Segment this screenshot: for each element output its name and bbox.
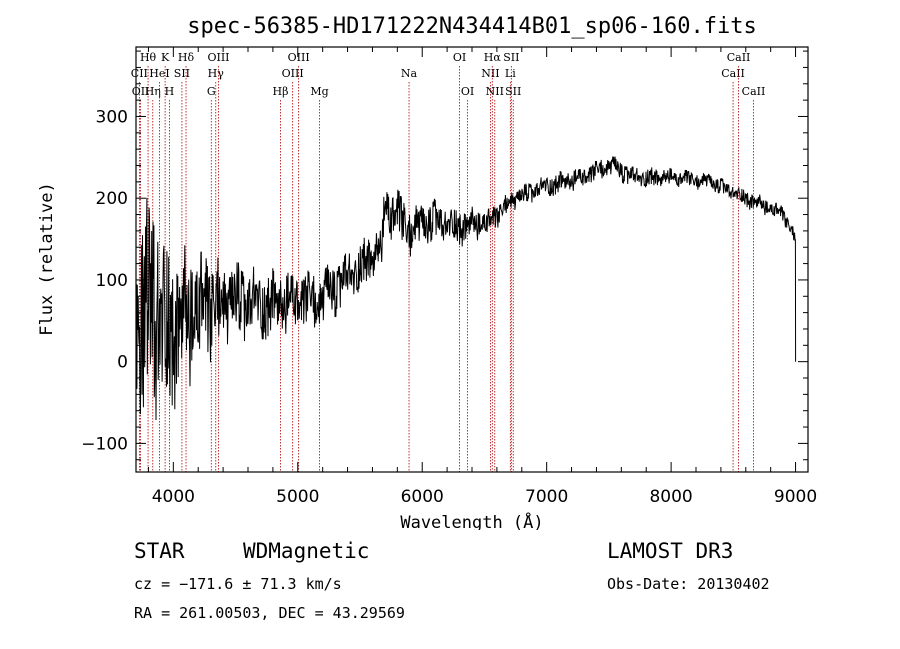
x-tick-label: 8000 (649, 487, 692, 507)
spectral-line-label: Hη (145, 85, 161, 98)
spectral-line-label: CaII (721, 67, 745, 80)
spectral-line-label: K (161, 51, 170, 64)
spectral-line-label: Hδ (178, 51, 195, 64)
y-tick-label: 100 (96, 271, 128, 291)
spectral-line-label: Hγ (208, 67, 225, 80)
spectral-line-label: CaII (727, 51, 751, 64)
spectral-line-label: OI (461, 85, 474, 98)
x-tick-label: 6000 (401, 487, 444, 507)
y-tick-label: 0 (117, 353, 128, 373)
spectral-line-label: NII (486, 85, 504, 98)
spectral-line-label: Hβ (273, 85, 289, 98)
spectral-line-label: CaII (742, 85, 766, 98)
x-axis-label: Wavelength (Å) (400, 511, 543, 530)
x-tick-label: 5000 (276, 487, 319, 507)
y-axis-label: Flux (relative) (37, 182, 57, 336)
y-tick-label: 200 (96, 189, 128, 209)
spectral-line-label: CII (131, 67, 148, 80)
object-class: STAR (134, 539, 185, 563)
spectral-line-label: H (165, 85, 175, 98)
spectral-line-label: OIII (282, 67, 304, 80)
spectral-line-label: NII (481, 67, 499, 80)
x-tick-label: 9000 (774, 487, 817, 507)
spectral-line-label: HeI (149, 67, 169, 80)
y-tick-label: −100 (81, 434, 128, 454)
object-subclass: WDMagnetic (243, 539, 370, 563)
spectral-line-label: Li (505, 67, 516, 80)
spectrum-figure: spec-56385-HD171222N434414B01_sp06-160.f… (37, 14, 817, 530)
spectral-line-label: Na (401, 67, 418, 80)
spectrum-line (135, 156, 797, 421)
spectral-line-label: SII (503, 51, 519, 64)
axes: 4000 5000 6000 7000 8000 9000 −100 0 100 200 300 (81, 47, 817, 507)
observation-date: Obs-Date: 20130402 (607, 575, 770, 593)
chart-title: spec-56385-HD171222N434414B01_sp06-160.f… (187, 14, 757, 39)
spectral-lines: CIIOIIHθHηHeIKHSIIHδGHγOIIIHβOIIIOIIIMgN… (131, 51, 766, 472)
spectral-line-label: OIII (207, 51, 229, 64)
spectral-line-label: G (207, 85, 216, 98)
plot-frame (135, 46, 809, 473)
ra-dec: RA = 261.00503, DEC = 43.29569 (134, 604, 405, 622)
x-tick-label: 7000 (525, 487, 568, 507)
spectral-line-label: OIII (288, 51, 310, 64)
x-tick-label: 4000 (152, 487, 195, 507)
spectral-line-label: Hα (484, 51, 502, 64)
spectral-line-label: OI (453, 51, 466, 64)
y-tick-label: 300 (96, 107, 128, 127)
spectral-line-label: SII (505, 85, 521, 98)
redshift-cz: cz = −171.6 ± 71.3 km/s (134, 575, 342, 593)
survey-name: LAMOST DR3 (607, 539, 734, 563)
spectral-line-label: Mg (310, 85, 328, 98)
spectral-line-label: Hθ (140, 51, 157, 64)
spectral-line-label: SII (174, 67, 190, 80)
